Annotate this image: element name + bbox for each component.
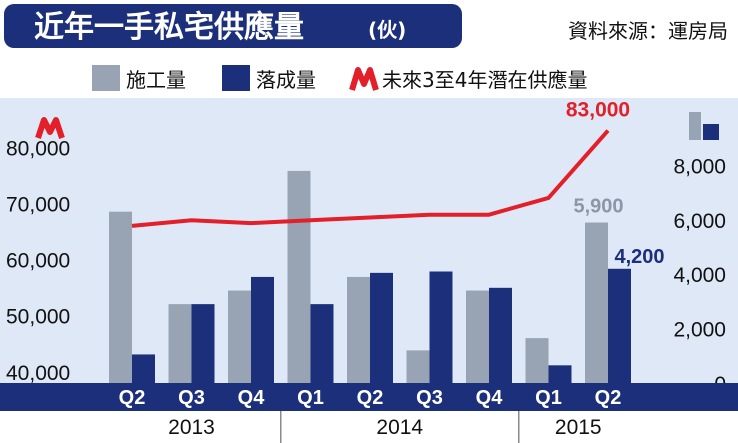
line-series — [131, 129, 610, 228]
source-note: 資料來源：運房局 — [568, 19, 728, 43]
bar-completion — [132, 354, 155, 383]
bar-completion — [489, 287, 512, 383]
right-axis-construction-marker — [689, 112, 701, 140]
quarter-band — [0, 383, 738, 411]
x-category-label: Q2 — [595, 387, 622, 409]
bar-completion — [608, 268, 631, 383]
legend-label-construction: 施工量 — [126, 68, 186, 92]
legend-label-completion: 落成量 — [256, 68, 316, 92]
bar-completion — [191, 304, 215, 383]
bar-construction — [168, 304, 192, 383]
x-category-label: Q1 — [535, 387, 562, 409]
left-tick-label: 40,000 — [6, 362, 70, 385]
legend-label-line: 未來3至4年潛在供應量 — [382, 68, 587, 92]
right-tick-label: 8,000 — [673, 155, 726, 178]
bar-completion — [370, 272, 393, 383]
left-axis-line-marker-icon — [35, 117, 65, 139]
right-tick-label: 4,000 — [673, 264, 726, 287]
x-category-label: Q3 — [416, 387, 443, 409]
data-label-completion: 4,200 — [614, 246, 664, 268]
left-tick-label: 70,000 — [6, 193, 70, 216]
left-tick-label: 60,000 — [6, 250, 70, 273]
year-label: 2013 — [168, 416, 215, 439]
bar-completion — [429, 271, 453, 383]
bar-construction — [406, 350, 430, 383]
x-axis-years: 2013 2014 2015 — [168, 411, 602, 443]
x-category-label: Q2 — [357, 387, 384, 409]
right-tick-label: 6,000 — [673, 210, 726, 233]
x-category-label: Q2 — [119, 387, 146, 409]
bar-series — [109, 170, 631, 383]
year-label: 2014 — [376, 416, 423, 439]
bar-construction — [466, 290, 489, 383]
bar-construction — [287, 170, 311, 383]
left-tick-label: 50,000 — [6, 306, 70, 329]
legend-swatch-construction — [92, 65, 120, 91]
bar-completion — [310, 304, 334, 383]
chart-title: 近年一手私宅供應量 — [34, 10, 304, 45]
bar-construction — [585, 222, 608, 383]
right-axis-completion-marker — [703, 124, 719, 140]
bar-completion — [251, 276, 274, 383]
x-category-label: Q1 — [297, 387, 324, 409]
bar-completion — [548, 365, 572, 383]
x-category-label: Q3 — [178, 387, 205, 409]
bar-construction — [228, 290, 251, 383]
legend-swatch-completion — [222, 65, 250, 91]
year-label: 2015 — [555, 416, 602, 439]
header-banner — [4, 4, 462, 48]
bar-construction — [347, 276, 370, 383]
chart-unit: (伙) — [368, 18, 406, 42]
x-category-label: Q4 — [238, 387, 266, 409]
bar-construction — [109, 211, 132, 383]
left-axis: 40,000 50,000 60,000 70,000 80,000 — [6, 137, 70, 384]
bar-construction — [525, 338, 549, 383]
data-label-line: 83,000 — [566, 99, 630, 122]
data-labels: 5,900 4,200 83,000 — [566, 99, 665, 268]
data-label-construction: 5,900 — [573, 196, 623, 218]
x-category-label: Q4 — [476, 387, 504, 409]
legend-line-icon — [349, 67, 379, 91]
left-tick-label: 80,000 — [6, 137, 70, 160]
x-axis-categories: Q2 Q3 Q4 Q1 Q2 Q3 Q4 Q1 Q2 — [119, 387, 622, 409]
line-potential-supply — [131, 129, 610, 228]
right-tick-label: 2,000 — [673, 319, 726, 342]
